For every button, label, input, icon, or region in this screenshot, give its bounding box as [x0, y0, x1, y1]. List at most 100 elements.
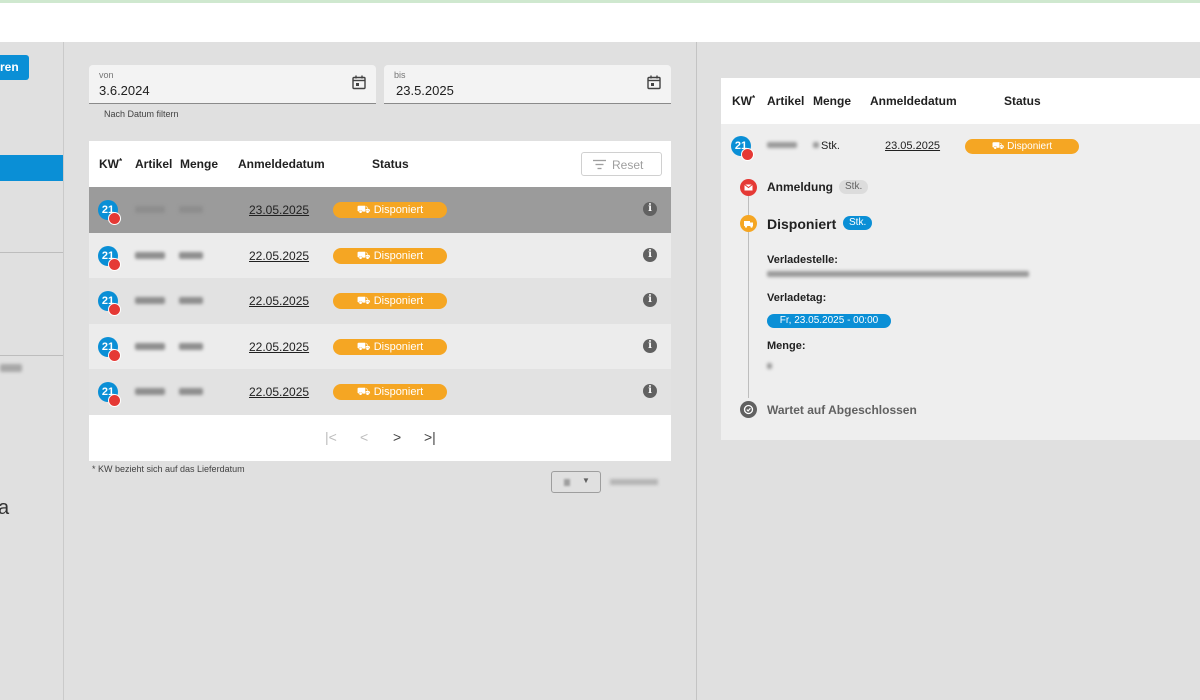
- sidebar-letter: a: [0, 497, 9, 520]
- calendar-icon[interactable]: [352, 75, 366, 90]
- date-from-field[interactable]: von 3.6.2024: [89, 65, 376, 104]
- prev-page-button[interactable]: <: [360, 428, 369, 445]
- next-page-button[interactable]: >: [393, 428, 402, 445]
- verladestelle-label: Verladestelle:: [767, 254, 838, 266]
- page-size-select[interactable]: ▼: [551, 471, 601, 493]
- column-header-menge[interactable]: Menge: [180, 157, 219, 171]
- date-to-label: bis: [394, 70, 406, 80]
- artikel-cell-redacted: [135, 388, 165, 396]
- menge-cell-redacted: [179, 388, 203, 396]
- column-header-artikel[interactable]: Artikel: [135, 157, 173, 171]
- top-bar: [0, 0, 1200, 42]
- detail-header: KW* Artikel Menge Anmeldedatum Status: [721, 78, 1200, 124]
- anmeldedatum-cell[interactable]: 22.05.2025: [249, 385, 310, 400]
- timeline-step-wartet: Wartet auf Abgeschlossen: [767, 403, 917, 417]
- truck-alert-icon: [741, 148, 754, 161]
- artikel-cell-redacted: [135, 297, 165, 305]
- menge-label: Menge:: [767, 340, 806, 352]
- pagination: |< < > >|: [89, 414, 671, 461]
- artikel-redacted: [767, 142, 797, 148]
- truck-alert-icon: [108, 303, 121, 317]
- table-header: KW* Artikel Menge Anmeldedatum Status Re…: [89, 141, 671, 187]
- reset-button[interactable]: Reset: [581, 152, 662, 176]
- check-circle-icon: [740, 401, 757, 418]
- column-header-status: Status: [1004, 94, 1041, 108]
- menge-redacted: [813, 142, 819, 148]
- date-from-value[interactable]: 3.6.2024: [99, 83, 150, 98]
- pane-divider[interactable]: [696, 42, 697, 700]
- timeline-line: [748, 193, 749, 398]
- page-range-redacted: [610, 479, 658, 485]
- sidebar: ren a: [0, 42, 64, 700]
- table-row[interactable]: 21 22.05.2025 ⛟ Disponiert i: [89, 323, 671, 370]
- anmeldedatum-cell[interactable]: 22.05.2025: [249, 339, 310, 354]
- chevron-down-icon: ▼: [582, 476, 590, 485]
- detail-panel: KW* Artikel Menge Anmeldedatum Status 21…: [721, 78, 1200, 440]
- column-header-anmeldedatum[interactable]: Anmeldedatum: [238, 157, 325, 171]
- info-icon[interactable]: i: [643, 293, 657, 308]
- calendar-icon[interactable]: [647, 75, 661, 90]
- status-badge: ⛟ Disponiert: [965, 139, 1079, 154]
- table-row[interactable]: 21 22.05.2025 ⛟ Disponiert i: [89, 278, 671, 324]
- sidebar-divider: [0, 355, 63, 356]
- timeline-step-anmeldung: Anmeldung: [767, 180, 833, 194]
- truck-alert-icon: [108, 212, 121, 225]
- anmeldedatum-cell[interactable]: 22.05.2025: [249, 248, 310, 263]
- status-badge: ⛟ Disponiert: [333, 384, 447, 401]
- anmeldedatum-cell[interactable]: 23.05.2025: [249, 203, 310, 217]
- menge-cell-redacted: [179, 297, 203, 305]
- first-page-button[interactable]: |<: [325, 428, 337, 445]
- filter-icon: [593, 159, 606, 170]
- info-icon[interactable]: i: [643, 384, 657, 399]
- menge-cell-redacted: [179, 251, 203, 259]
- sidebar-button[interactable]: ren: [0, 55, 29, 80]
- info-icon[interactable]: i: [643, 247, 657, 262]
- column-header-artikel: Artikel: [767, 94, 805, 108]
- column-header-status[interactable]: Status: [372, 157, 409, 171]
- registrations-table: KW* Artikel Menge Anmeldedatum Status Re…: [89, 141, 671, 461]
- verladestelle-value-redacted: [767, 271, 1029, 277]
- table-row[interactable]: 21 22.05.2025 ⛟ Disponiert i: [89, 369, 671, 415]
- anmeldedatum-cell[interactable]: 22.05.2025: [249, 294, 310, 309]
- date-to-field[interactable]: bis 23.5.2025: [384, 65, 671, 104]
- kw-footnote: * KW bezieht sich auf das Lieferdatum: [92, 464, 245, 474]
- truck-icon: [740, 215, 757, 232]
- column-header-menge: Menge: [813, 94, 852, 108]
- date-to-value[interactable]: 23.5.2025: [396, 83, 454, 98]
- page-size-value-redacted: [564, 479, 570, 486]
- sidebar-item-active[interactable]: [0, 155, 63, 181]
- verladetag-chip: Fr, 23.05.2025 - 00:00: [767, 314, 891, 328]
- info-icon[interactable]: i: [643, 338, 657, 353]
- quantity-chip: Stk.: [839, 180, 869, 194]
- truck-alert-icon: [108, 257, 121, 271]
- column-header-anmeldedatum: Anmeldedatum: [870, 94, 957, 108]
- status-badge: ⛟ Disponiert: [333, 293, 447, 310]
- quantity-chip: Stk.: [843, 216, 873, 230]
- last-page-button[interactable]: >|: [424, 428, 436, 445]
- menge-cell-redacted: [179, 342, 203, 350]
- sidebar-divider: [0, 252, 63, 253]
- artikel-cell-redacted: [135, 251, 165, 259]
- verladetag-label: Verladetag:: [767, 292, 827, 304]
- date-from-label: von: [99, 70, 114, 80]
- sidebar-item-redacted[interactable]: [0, 364, 22, 372]
- timeline-step-disponiert: Disponiert: [767, 216, 837, 232]
- menge-cell-redacted: [179, 206, 203, 213]
- date-filter-hint: Nach Datum filtern: [104, 109, 179, 119]
- artikel-cell-redacted: [135, 342, 165, 350]
- status-badge: ⛟ Disponiert: [333, 338, 447, 355]
- mail-icon: [740, 179, 757, 196]
- menge-value-redacted: [767, 363, 772, 369]
- detail-date: 23.05.2025: [885, 140, 941, 152]
- table-row[interactable]: 21 22.05.2025 ⛟ Disponiert i: [89, 232, 671, 279]
- status-badge: ⛟ Disponiert: [333, 247, 447, 264]
- artikel-cell-redacted: [135, 206, 165, 213]
- reset-label: Reset: [612, 158, 644, 172]
- column-header-kw[interactable]: KW*: [99, 157, 123, 171]
- table-row[interactable]: 21 23.05.2025 ⛟ Disponiert i: [89, 187, 671, 233]
- status-badge: ⛟ Disponiert: [333, 202, 447, 218]
- truck-alert-icon: [108, 394, 121, 408]
- detail-unit: Stk.: [821, 140, 840, 152]
- info-icon[interactable]: i: [643, 202, 657, 216]
- column-header-kw: KW*: [732, 94, 756, 108]
